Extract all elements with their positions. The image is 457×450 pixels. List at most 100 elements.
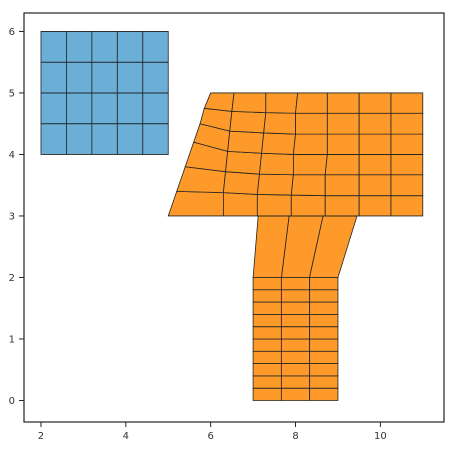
orange-mesh-cell (280, 350, 311, 364)
orange-mesh-cell (252, 350, 282, 364)
orange-mesh-cell (222, 171, 260, 195)
orange-mesh-cell (326, 133, 360, 155)
orange-mesh-cell (309, 326, 339, 340)
orange-mesh-cell (326, 92, 360, 114)
blue-mesh-cell (142, 61, 169, 94)
blue-mesh-cell (91, 123, 118, 155)
orange-mesh-cell (256, 194, 292, 217)
x-tick-label: 2 (38, 431, 44, 442)
y-tick-label: 4 (9, 150, 15, 161)
orange-mesh-cell (358, 195, 392, 217)
y-tick-label: 6 (9, 27, 15, 38)
orange-mesh-cell (390, 154, 424, 176)
orange-mesh-cell (167, 190, 224, 217)
orange-mesh-cell (309, 313, 339, 328)
x-tick-label: 10 (374, 431, 387, 442)
orange-mesh-cell (358, 154, 392, 176)
orange-mesh-cell (252, 326, 282, 340)
orange-mesh-cell (390, 112, 424, 135)
orange-mesh-cell (358, 92, 392, 114)
blue-mesh-cell (142, 123, 169, 155)
blue-mesh-cell (66, 61, 93, 94)
orange-mesh-cell (358, 174, 392, 197)
y-tick-label: 0 (9, 396, 15, 407)
orange-mesh-cell (324, 154, 360, 176)
orange-mesh-cell (280, 277, 311, 291)
blue-mesh-cell (40, 31, 67, 63)
orange-mesh-cell (229, 110, 267, 134)
orange-mesh-cell (309, 338, 339, 352)
blue-mesh-cell (91, 31, 118, 63)
orange-mesh-cell (222, 192, 258, 217)
blue-mesh-cell (40, 92, 67, 125)
orange-mesh-cell (280, 301, 311, 315)
orange-mesh-cell (280, 289, 311, 303)
y-axis: 0 1 2 3 4 5 6 (9, 27, 24, 407)
orange-mesh-cell (292, 154, 328, 176)
orange-mesh-cell (292, 133, 328, 155)
blue-mesh-cell (91, 61, 118, 94)
orange-mesh-cell (390, 92, 424, 114)
orange-mesh-cell (324, 195, 360, 217)
orange-mesh-cell (227, 130, 265, 154)
orange-mesh-cell (252, 301, 282, 315)
blue-mesh-cell (40, 61, 67, 94)
y-tick-label: 5 (9, 88, 15, 99)
orange-mesh-cell (309, 387, 339, 401)
orange-mesh-cell (252, 313, 282, 328)
orange-mesh-cell (252, 338, 282, 352)
orange-mesh-cell (252, 363, 282, 377)
blue-mesh-cell (142, 92, 169, 125)
blue-mesh-cell (116, 31, 144, 63)
x-tick-label: 4 (123, 431, 129, 442)
x-tick-label: 6 (207, 431, 213, 442)
orange-mesh-cell (390, 133, 424, 155)
orange-mesh-cell (203, 92, 235, 112)
blue-mesh-cell (66, 31, 93, 63)
orange-mesh-cell (295, 92, 328, 114)
orange-mesh-cell (265, 92, 299, 114)
orange-mesh-cell (309, 375, 339, 389)
orange-mesh-cell (256, 173, 294, 196)
orange-mesh-cell (259, 152, 294, 176)
orange-mesh-cell (280, 387, 311, 401)
blue-mesh-cell (40, 123, 67, 155)
orange-mesh-cell (280, 363, 311, 377)
blue-mesh-cell (66, 92, 93, 125)
orange-mesh-cell (309, 289, 339, 303)
x-axis: 2 4 6 8 10 (38, 422, 387, 442)
blue-mesh-cell (91, 92, 118, 125)
orange-mesh-cell (252, 375, 282, 389)
blue-mesh-cell (116, 61, 144, 94)
orange-mesh-cell (252, 387, 282, 401)
y-tick-label: 1 (9, 334, 15, 345)
orange-mesh-cell (358, 133, 392, 155)
orange-mesh-cell (290, 174, 326, 197)
axes-frame (23, 12, 445, 423)
blue-mesh-cell (116, 92, 144, 125)
orange-mesh-cell (225, 150, 263, 175)
orange-mesh-cell (231, 92, 267, 114)
orange-mesh-cell (309, 350, 339, 364)
orange-mesh-cell (290, 194, 326, 217)
orange-mesh-cell (309, 277, 339, 291)
orange-mesh-cell (280, 375, 311, 389)
orange-mesh-cell (309, 363, 339, 377)
orange-mesh-cell (390, 195, 424, 217)
orange-mesh-cell (252, 277, 282, 291)
orange-mesh-cell (280, 313, 311, 328)
blue-mesh-cell (66, 123, 93, 155)
y-tick-label: 3 (9, 211, 15, 222)
x-tick-label: 8 (292, 431, 298, 442)
orange-mesh-cell (324, 174, 360, 197)
orange-mesh-cell (261, 132, 296, 155)
blue-mesh-cell (116, 123, 144, 155)
blue-mesh-cell (142, 31, 169, 63)
orange-mesh-cell (252, 289, 282, 303)
orange-mesh-cell (280, 326, 311, 340)
orange-mesh-cell (390, 174, 424, 197)
orange-mesh-cell (295, 112, 328, 135)
mesh-layer (40, 31, 424, 401)
orange-mesh-cell (309, 301, 339, 315)
